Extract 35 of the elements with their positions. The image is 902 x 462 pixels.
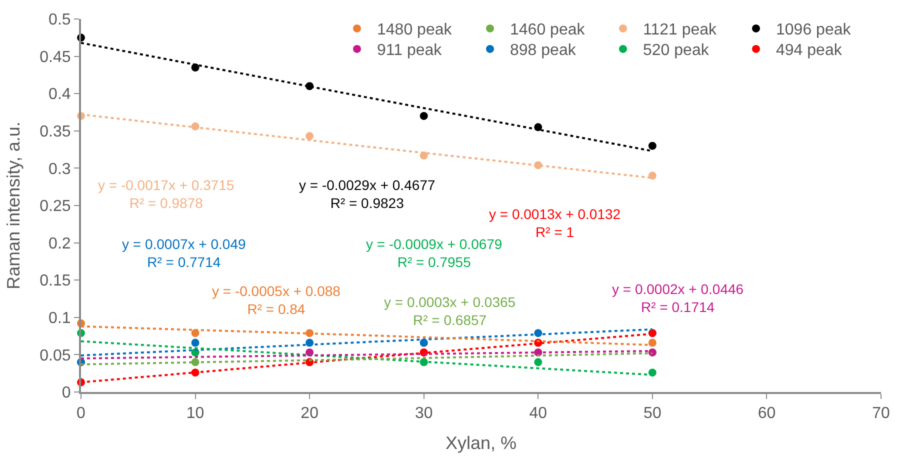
x-tick-label: 60 (758, 405, 776, 422)
x-tick-label: 30 (414, 405, 433, 422)
y-tick-label: 0.15 (40, 272, 71, 290)
x-tick-label: 70 (872, 405, 890, 422)
y-tick-label: 0.25 (40, 198, 71, 216)
annotation: y = -0.0005x + 0.088 R² = 0.84 (212, 283, 341, 318)
annotation: y = 0.0003x + 0.0365 R² = 0.6857 (384, 294, 516, 328)
x-tick-label: 20 (300, 405, 319, 422)
y-tick-label: 0.05 (40, 347, 71, 364)
annotation: y = -0.0029x + 0.4677 R² = 0.9823 (299, 177, 436, 212)
y-tick-label: 0.4 (48, 86, 71, 104)
y-tick-label: 0.5 (48, 12, 71, 29)
legend-label: 1480 peak (377, 22, 453, 39)
annotation: y = 0.0007x + 0.049 R² = 0.7714 (122, 236, 246, 270)
legend-label: 898 peak (510, 42, 577, 60)
y-tick-label: 0.1 (48, 310, 71, 327)
legend-label: 1096 peak (776, 22, 852, 39)
x-tick-label: 10 (186, 405, 204, 422)
legend-label: 1460 peak (510, 22, 586, 39)
x-tick-label: 40 (529, 405, 548, 422)
y-tick-label: 0.45 (40, 48, 71, 66)
y-tick-label: 0.35 (40, 124, 71, 140)
y-tick-label: 0 (62, 384, 71, 402)
x-tick-label: 0 (76, 405, 86, 422)
y-axis-title: Raman intensity, a.u. (3, 122, 24, 290)
y-tick-label: 0.2 (48, 235, 71, 252)
annotation: y = -0.0017x + 0.3715 R² = 0.9878 (98, 177, 234, 212)
x-axis-title: Xylan, % (445, 432, 517, 453)
legend-label: 520 peak (643, 42, 710, 60)
y-tick-label: 0.3 (48, 160, 71, 178)
legend-label: 1121 peak (643, 22, 718, 39)
x-tick-label: 50 (644, 405, 662, 422)
annotation: y = 0.0002x + 0.0446 R² = 0.1714 (612, 281, 744, 316)
legend-label: 494 peak (776, 42, 843, 60)
legend-label: 911 peak (377, 42, 443, 60)
